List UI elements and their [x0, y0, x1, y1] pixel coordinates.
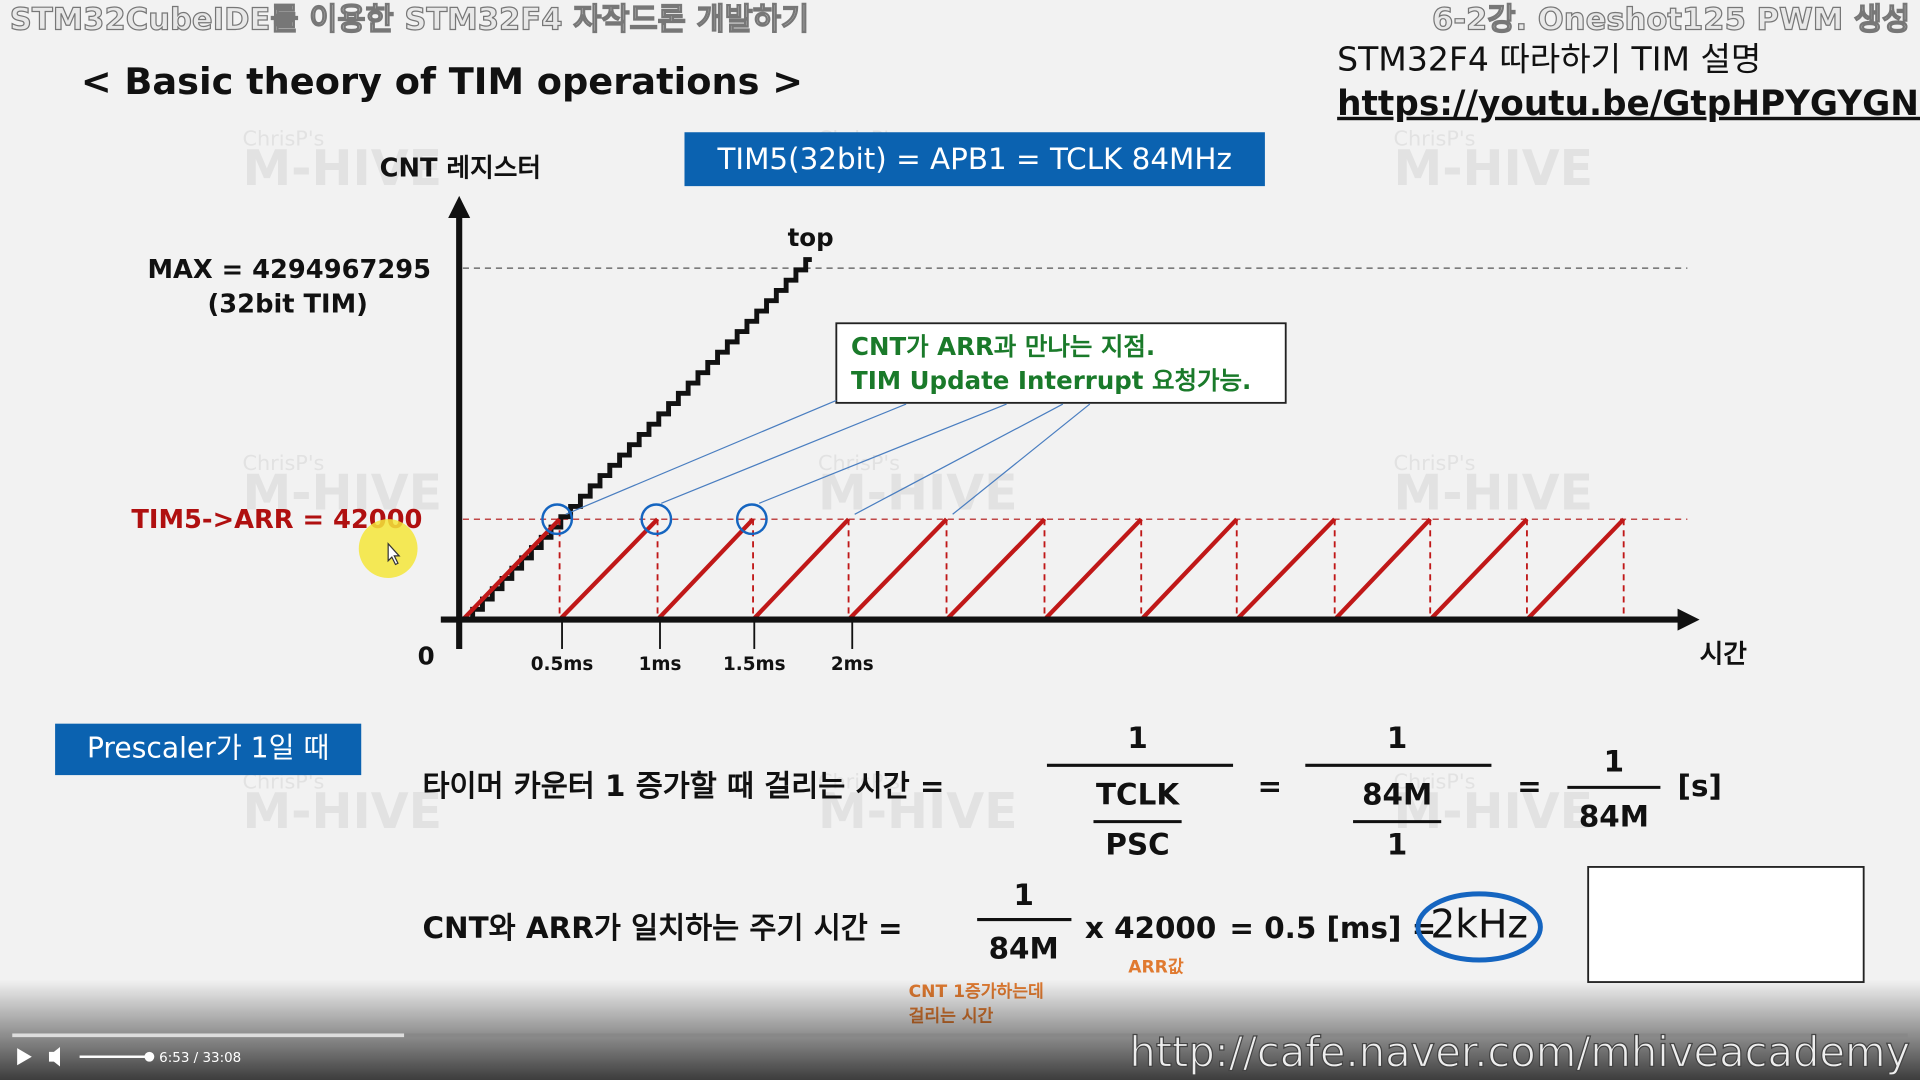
- formula-text: =: [1257, 769, 1282, 803]
- sawtooth-ramp: [944, 517, 1047, 622]
- watermark-brand: ChrisP's: [818, 769, 900, 793]
- lecture-title: 6-2강. Oneshot125 PWM 생성: [1432, 2, 1910, 37]
- player-controls: [0, 979, 1920, 1080]
- watermark-brand: ChrisP's: [1393, 769, 1475, 793]
- progress-track[interactable]: [12, 1033, 1908, 1038]
- watermark-brand: ChrisP's: [242, 127, 324, 151]
- note-box: [1587, 866, 1865, 983]
- watermark-name: M-HIVE: [1393, 464, 1593, 521]
- formula-text: 1: [1387, 721, 1407, 755]
- mouse-cursor: [387, 542, 401, 566]
- formula-text: [s]: [1678, 769, 1722, 803]
- formula-text: TCLK: [1096, 777, 1180, 811]
- sawtooth-ramp: [1525, 517, 1626, 622]
- x-tick-label: 0.5ms: [531, 654, 594, 675]
- watermark-brand: ChrisP's: [1393, 451, 1475, 475]
- watermark-brand: ChrisP's: [1393, 127, 1475, 151]
- watermark-name: M-HIVE: [1393, 140, 1593, 197]
- x-ticks: 0.5ms 1ms 1.5ms 2ms: [531, 619, 874, 675]
- origin-label: 0: [418, 642, 435, 671]
- sawtooth-ramp: [558, 517, 660, 622]
- watermark-brand: ChrisP's: [242, 451, 324, 475]
- sawtooth-ramp: [751, 517, 851, 622]
- formula-text: 1: [1387, 828, 1407, 862]
- footer-watermark: http://cafe.naver.com/mhiveacademy: [1129, 1028, 1910, 1077]
- reference-link[interactable]: https://youtu.be/GtpHPYGYGNo: [1337, 84, 1920, 124]
- sawtooth-ramp: [461, 517, 562, 622]
- formula-text: 1: [1013, 878, 1033, 912]
- sawtooth-ramp: [1139, 517, 1239, 622]
- x-axis-arrow: [1677, 608, 1700, 631]
- y-axis-label: CNT 레지스터: [380, 153, 541, 183]
- formula-text: CNT와 ARR가 일치하는 주기 시간 =: [422, 911, 902, 945]
- reference-text: STM32F4 따라하기 TIM 설명: [1337, 40, 1761, 79]
- banner-text: TIM5(32bit) = APB1 = TCLK 84MHz: [716, 142, 1231, 176]
- time-display: 6:53 / 33:08: [159, 1051, 241, 1066]
- x-tick-label: 1.5ms: [723, 654, 786, 675]
- volume-slider[interactable]: [79, 1055, 150, 1058]
- formula-text: 2kHz: [1430, 902, 1528, 947]
- y-axis-arrow: [448, 195, 471, 218]
- formula-text: PSC: [1105, 828, 1169, 862]
- callout-arrows: [565, 399, 1091, 515]
- watermark-name: M-HIVE: [818, 783, 1018, 840]
- x-axis-label: 시간: [1700, 640, 1748, 670]
- formula-text: x 42000: [1085, 911, 1216, 945]
- formula-text: 타이머 카운터 1 증가할 때 걸리는 시간 =: [422, 769, 944, 803]
- sawtooth-ramp: [1042, 517, 1143, 622]
- sawtooth-ramp: [847, 517, 949, 622]
- formulas: 타이머 카운터 1 증가할 때 걸리는 시간 = 1 TCLK PSC = 1 84M 1 = 1…: [422, 721, 1836, 1026]
- formula-text: 1: [1604, 744, 1624, 778]
- watermark-name: M-HIVE: [1393, 783, 1593, 840]
- sawtooth-ramp: [1428, 517, 1529, 622]
- prescaler-badge: [55, 723, 362, 776]
- watermark-name: M-HIVE: [818, 464, 1018, 521]
- x-tick-label: 1ms: [639, 654, 682, 675]
- banner: [684, 132, 1265, 187]
- max-label: MAX = 4294967295: [147, 255, 431, 285]
- waveform: [461, 257, 1626, 623]
- watermark-name: M-HIVE: [242, 140, 442, 197]
- progress-played[interactable]: [12, 1033, 405, 1038]
- max-label: (32bit TIM): [208, 289, 368, 319]
- callout-box: [835, 322, 1287, 404]
- watermark-name: M-HIVE: [242, 783, 442, 840]
- formula-text: =: [1517, 769, 1542, 803]
- watermark-name: M-HIVE: [242, 464, 442, 521]
- callout-text: TIM Update Interrupt 요청가능.: [851, 366, 1251, 395]
- volume-knob[interactable]: [144, 1051, 155, 1062]
- formula-text: 1: [1127, 721, 1147, 755]
- slide-title: < Basic theory of TIM operations >: [81, 60, 803, 103]
- callout-text: CNT가 ARR과 만나는 지점.: [851, 332, 1155, 361]
- top-label: top: [788, 223, 834, 252]
- prescaler-text: Prescaler가 1일 때: [87, 731, 329, 764]
- match-circles: [541, 503, 768, 536]
- formula-text: 84M: [989, 932, 1059, 966]
- video-title: STM32CubeIDE를 이용한 STM32F4 자작드론 개발하기: [10, 2, 809, 37]
- play-button[interactable]: [17, 1048, 32, 1066]
- formula-text: 84M: [1579, 799, 1649, 833]
- sawtooth-ramp: [655, 517, 755, 622]
- sawtooth-ramp: [1235, 517, 1337, 622]
- sawtooth-ramp: [1333, 517, 1432, 622]
- freq-highlight: [1415, 891, 1543, 963]
- formula-text: = 0.5 [ms] =: [1229, 911, 1436, 945]
- formula-text: 84M: [1362, 777, 1432, 811]
- x-tick-label: 2ms: [831, 654, 874, 675]
- formula-text: ARR값: [1128, 957, 1184, 977]
